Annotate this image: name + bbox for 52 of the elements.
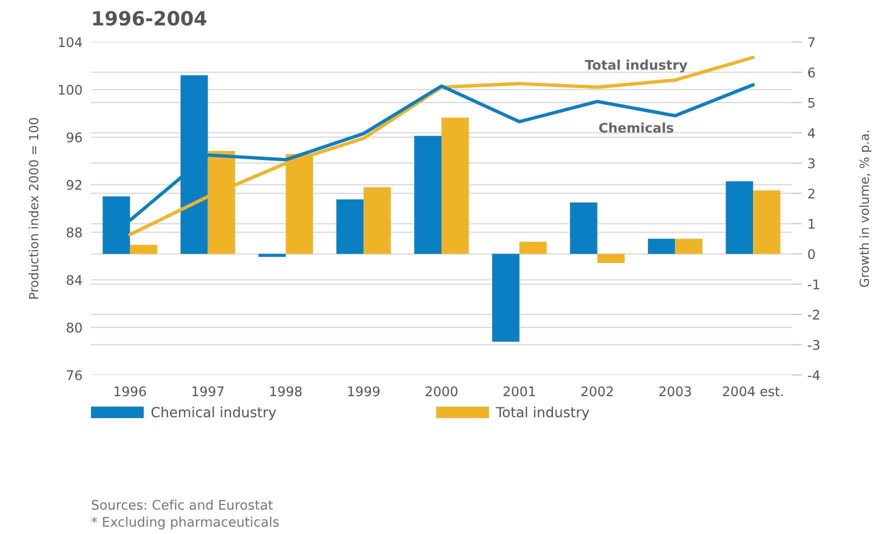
y-tick-label: 80 bbox=[66, 322, 82, 333]
y-axis-title: Production index 2000 = 100 bbox=[28, 118, 38, 299]
y2-tick-label: -4 bbox=[808, 370, 820, 380]
y2-tick-label: 4 bbox=[808, 128, 815, 138]
y-tick-label: 92 bbox=[66, 180, 82, 190]
bar bbox=[414, 136, 442, 254]
y-tick-label: 100 bbox=[58, 84, 82, 95]
text: * Excluding pharmaceuticals bbox=[91, 516, 279, 530]
bar bbox=[364, 187, 391, 254]
x-tick-label: 1997 bbox=[192, 386, 224, 396]
y2-tick-label: 5 bbox=[808, 98, 815, 108]
bar bbox=[597, 254, 625, 263]
x-tick-label: 2003 bbox=[659, 386, 691, 396]
x-tick-label: 1999 bbox=[348, 386, 380, 396]
x-tick-label: 1998 bbox=[270, 386, 302, 396]
x-tick-label: 2001 bbox=[504, 386, 535, 396]
y2-tick-label: 7 bbox=[808, 37, 815, 48]
y2-tick-label: -3 bbox=[808, 340, 820, 350]
legend-label: Chemical industry bbox=[152, 406, 276, 420]
y2-tick-label: -1 bbox=[808, 280, 820, 290]
series-label: Chemicals bbox=[599, 122, 674, 133]
y-tick-label: 76 bbox=[66, 370, 82, 380]
bar bbox=[258, 254, 286, 257]
y-tick-label: 84 bbox=[66, 275, 82, 286]
bar bbox=[726, 181, 754, 254]
bar bbox=[492, 254, 520, 342]
y2-tick-label: 6 bbox=[808, 67, 815, 78]
x-tick-label: 1996 bbox=[114, 386, 146, 396]
bar bbox=[648, 238, 676, 254]
y2-tick-label: 3 bbox=[808, 158, 815, 168]
bar bbox=[130, 244, 158, 254]
bar bbox=[519, 242, 547, 254]
series-label: Total industry bbox=[584, 60, 688, 73]
bar bbox=[336, 199, 364, 254]
x-tick-label: 2002 bbox=[581, 386, 613, 396]
bar bbox=[753, 190, 780, 254]
bar bbox=[570, 202, 598, 254]
y2-tick-label: -2 bbox=[808, 310, 820, 320]
source-note: Sources: Cefic and Eurostat bbox=[92, 500, 273, 510]
x-tick-label: 2004 est. bbox=[722, 386, 783, 396]
y2-tick-label: 2 bbox=[808, 188, 814, 198]
y-tick-label: 88 bbox=[66, 228, 82, 238]
y2-axis-title: Growth in volume, % p.a. bbox=[859, 130, 872, 287]
y-tick-label: 96 bbox=[66, 132, 82, 142]
y2-tick-label: 1 bbox=[808, 219, 814, 229]
y-tick-label: 104 bbox=[58, 37, 82, 48]
bar bbox=[442, 118, 469, 254]
x-tick-label: 2000 bbox=[426, 386, 458, 396]
legend-label: Total industry bbox=[496, 406, 590, 420]
chart-title: 1996-2004 bbox=[93, 10, 206, 26]
bar bbox=[675, 238, 702, 254]
y2-tick-label: 0 bbox=[808, 249, 815, 260]
